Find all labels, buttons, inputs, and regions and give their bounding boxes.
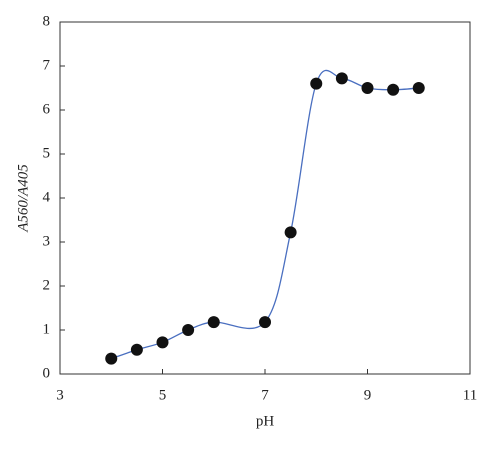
x-axis-label: pH [256, 413, 275, 429]
data-point [310, 77, 323, 90]
data-line [111, 69, 419, 360]
y-tick-label: 6 [43, 101, 51, 117]
data-point [387, 83, 400, 96]
data-point [284, 226, 297, 239]
x-tick-label: 9 [364, 387, 372, 403]
data-point [156, 336, 169, 349]
x-tick-label: 7 [261, 387, 269, 403]
data-point [182, 324, 195, 336]
x-tick-label: 11 [463, 387, 477, 403]
data-point [335, 72, 348, 85]
data-point [259, 316, 271, 329]
data-point [361, 82, 374, 94]
x-tick-label: 5 [159, 387, 167, 403]
data-point [105, 352, 118, 365]
data-point [412, 82, 425, 94]
y-tick-label: 7 [43, 57, 51, 73]
y-tick-label: 1 [43, 321, 51, 337]
y-tick-label: 8 [43, 13, 51, 29]
y-tick-label: 5 [43, 145, 51, 161]
data-point [207, 316, 220, 329]
y-tick-label: 3 [43, 233, 51, 249]
y-tick-label: 0 [43, 365, 51, 381]
data-point [130, 343, 143, 356]
y-tick-label: 4 [43, 189, 51, 205]
x-tick-label: 3 [56, 387, 64, 403]
y-axis-label: A560/A405 [15, 164, 31, 233]
y-tick-label: 2 [43, 277, 51, 293]
